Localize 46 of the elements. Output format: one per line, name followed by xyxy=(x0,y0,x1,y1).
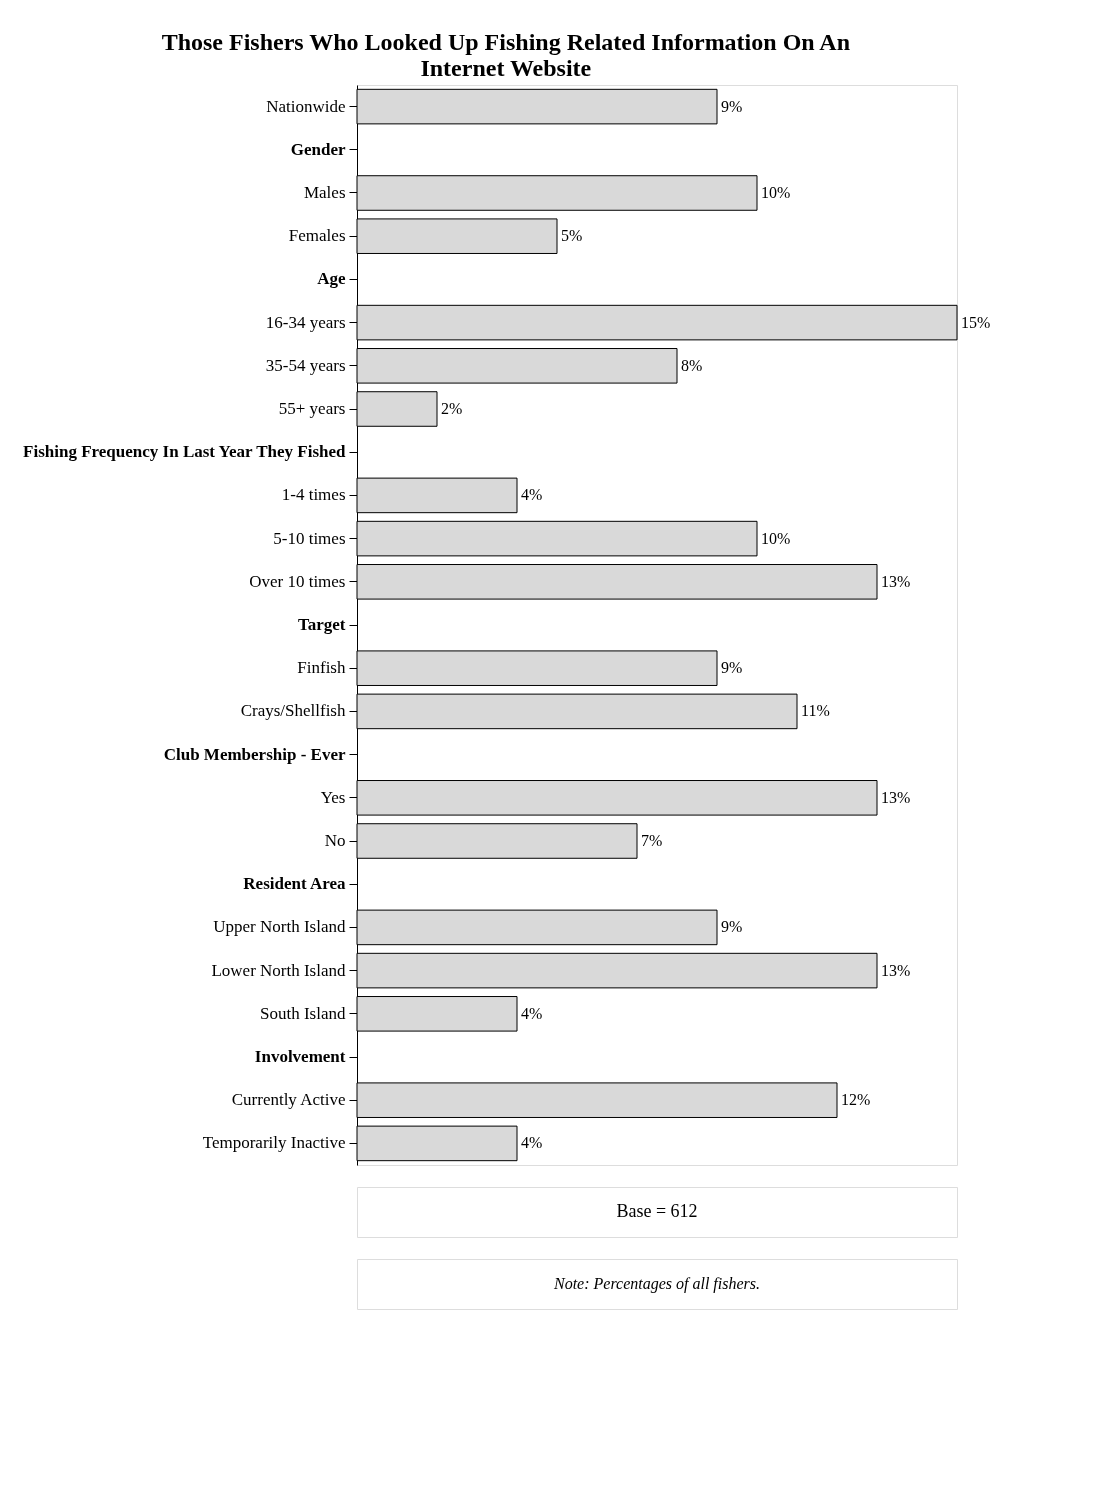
y-tick-label: Gender xyxy=(290,139,346,159)
data-label: 13% xyxy=(881,961,911,979)
data-label: 10% xyxy=(761,529,791,547)
data-label: 4% xyxy=(521,1004,543,1022)
text: Note: Percentages of all fishers. xyxy=(552,1275,761,1293)
y-tick-label: Males xyxy=(303,183,346,202)
y-tick-label: 5-10 times xyxy=(273,528,346,548)
y-tick-label: Finfish xyxy=(297,658,346,678)
y-tick-label: 35-54 years xyxy=(265,355,346,375)
y-tick-label: Target xyxy=(297,615,346,634)
y-tick-label: Resident Area xyxy=(243,874,346,894)
y-tick-label: Upper North Island xyxy=(213,917,346,937)
y-tick-label: 55+ years xyxy=(278,399,346,418)
y-tick-label: Fishing Frequency In Last Year They Fished xyxy=(23,442,347,462)
y-tick-label: Temporarily Inactive xyxy=(202,1133,346,1153)
y-tick-label: Yes xyxy=(320,787,346,807)
y-tick-label: Age xyxy=(317,269,346,289)
data-label: 7% xyxy=(641,832,663,849)
y-tick-label: Nationwide xyxy=(266,96,346,116)
y-tick-label: South Island xyxy=(260,1003,346,1023)
data-label: 10% xyxy=(761,184,791,201)
data-label: 9% xyxy=(721,659,743,677)
data-label: 9% xyxy=(721,918,743,936)
data-label: 15% xyxy=(961,313,991,331)
data-label: 5% xyxy=(561,227,583,245)
data-label: 8% xyxy=(681,356,703,374)
chart-title: Those Fishers Who Looked Up Fishing Related Information On An Internet Website xyxy=(161,28,850,81)
data-label: 9% xyxy=(721,97,743,115)
text: Base = 612 xyxy=(616,1201,698,1221)
y-tick-label: Over 10 times xyxy=(249,571,346,591)
y-tick-label: Females xyxy=(288,226,346,246)
data-label: 13% xyxy=(881,788,911,806)
y-tick-label: Involvement xyxy=(254,1047,346,1066)
data-label: 11% xyxy=(801,702,830,720)
y-tick-label: Crays/Shellfish xyxy=(240,701,346,721)
y-tick-label: No xyxy=(324,831,346,850)
data-label: 2% xyxy=(441,400,463,417)
data-label: 13% xyxy=(881,572,911,590)
y-tick-label: Currently Active xyxy=(231,1090,346,1110)
y-tick-label: Lower North Island xyxy=(211,960,346,980)
data-label: 4% xyxy=(521,1134,543,1152)
y-tick-label: 16-34 years xyxy=(265,312,346,332)
data-label: 12% xyxy=(841,1091,871,1109)
y-tick-label: Club Membership - Ever xyxy=(163,744,346,764)
y-tick-label: 1-4 times xyxy=(281,485,346,505)
data-label: 4% xyxy=(521,486,543,504)
